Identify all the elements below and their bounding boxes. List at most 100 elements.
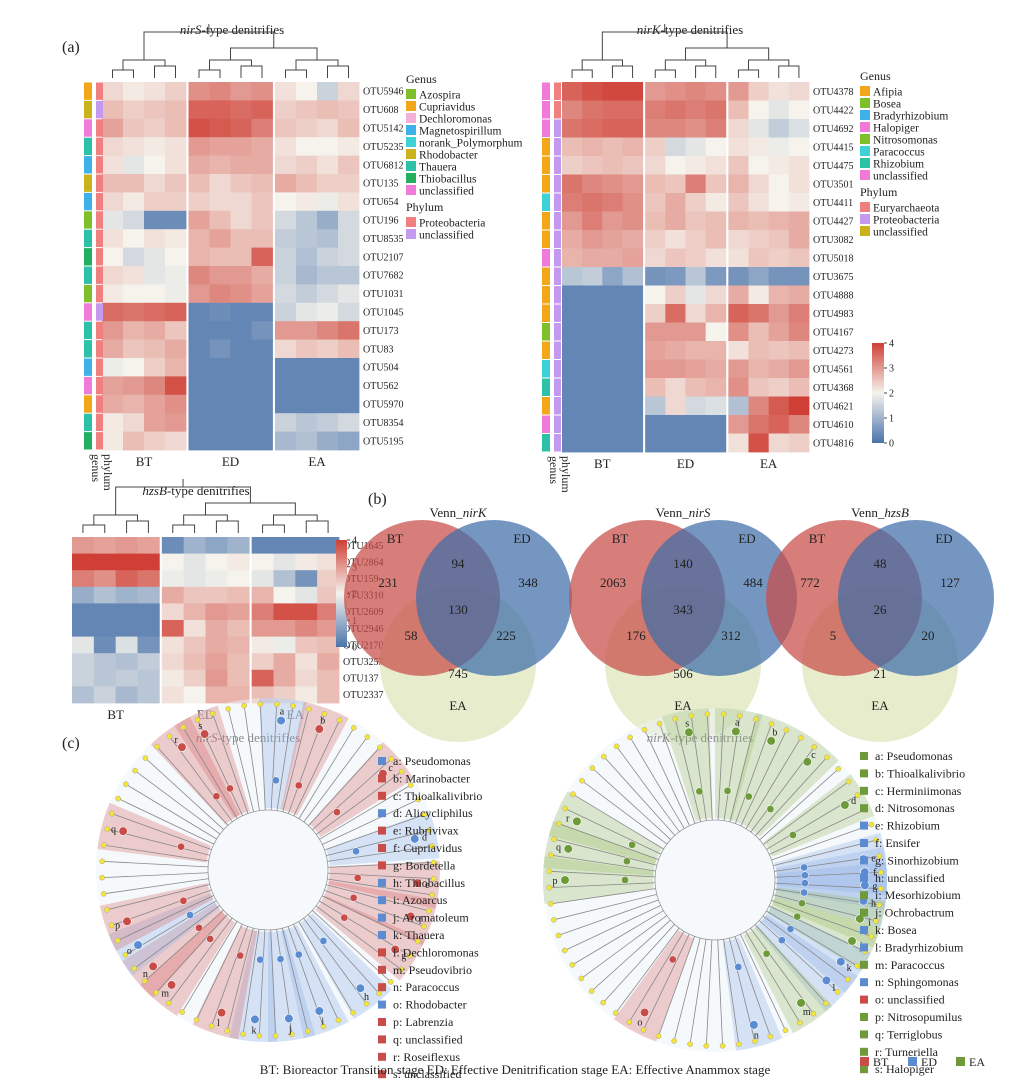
heatmap-cell bbox=[622, 322, 644, 342]
heatmap-cell bbox=[165, 247, 187, 267]
group-legend-swatch bbox=[956, 1057, 965, 1066]
heatmap-cell bbox=[317, 376, 339, 396]
cladogram-node bbox=[719, 1043, 726, 1049]
clade-letter: l bbox=[833, 983, 836, 994]
heatmap-cell bbox=[295, 653, 318, 671]
heatmap-cell bbox=[562, 285, 583, 305]
legend-swatch bbox=[406, 185, 416, 195]
heatmap-cell bbox=[728, 82, 749, 101]
heatmap-cell bbox=[205, 636, 228, 654]
heatmap-cell bbox=[338, 302, 360, 322]
phylum-bar-cell bbox=[96, 284, 103, 303]
cladogram-node bbox=[873, 837, 879, 843]
heatmap-cell bbox=[115, 537, 138, 554]
taxon-label: q: Terriglobus bbox=[875, 1027, 943, 1041]
cladogram-node bbox=[876, 902, 882, 908]
cladogram-node bbox=[294, 950, 303, 959]
heatmap-cell bbox=[645, 267, 666, 286]
heatmap-cell bbox=[602, 193, 623, 212]
cladogram-node bbox=[426, 827, 432, 833]
heatmap-cell bbox=[728, 119, 749, 138]
heatmap-cell bbox=[188, 376, 210, 396]
heatmap-nirS: (a) nirS-type denitrifies OTU5946 OTU608 OTU… bbox=[62, 22, 523, 491]
cladogram-branch bbox=[658, 936, 695, 1037]
heatmap-cell bbox=[582, 415, 603, 434]
cladogram-node bbox=[546, 884, 552, 891]
row-label: OTU3501 bbox=[813, 179, 854, 190]
taxon-swatch bbox=[860, 943, 868, 952]
cladogram-node bbox=[835, 766, 842, 772]
heatmap-cell bbox=[115, 620, 138, 637]
row-label: OTU4816 bbox=[813, 438, 854, 449]
group-legend-label: EA bbox=[969, 1055, 985, 1069]
heatmap-cell bbox=[788, 433, 810, 453]
cladogram-node bbox=[639, 1007, 650, 1018]
phylum-bar-cell bbox=[96, 340, 103, 358]
heatmap-cell bbox=[296, 376, 318, 396]
heatmap-cell bbox=[622, 378, 644, 397]
clade-letter: e bbox=[871, 854, 876, 865]
heatmap-nirK: nirK-type denitrifies OTU4378 OTU4422 OTU46… bbox=[542, 22, 948, 493]
cladogram-branch bbox=[258, 929, 266, 1036]
cladogram-branch bbox=[212, 713, 249, 814]
heatmap-cell bbox=[205, 537, 228, 554]
heatmap-cell bbox=[645, 174, 666, 194]
heatmap-cell bbox=[123, 339, 145, 359]
heatmap-cell bbox=[296, 358, 318, 377]
heatmap-cell bbox=[748, 396, 770, 416]
heatmap-cell bbox=[209, 137, 231, 156]
venn-set-label: EA bbox=[871, 698, 889, 713]
phylum-bar-cell bbox=[96, 432, 103, 450]
cladogram-node bbox=[762, 949, 771, 958]
cladogram-branch bbox=[326, 884, 429, 912]
phylum-bar-cell bbox=[554, 341, 561, 359]
heatmap-cell bbox=[295, 620, 318, 637]
heatmap-cell bbox=[728, 378, 749, 397]
heatmap-cell bbox=[622, 248, 644, 268]
taxon-label: s: unclassified bbox=[393, 1067, 461, 1081]
heatmap-cell bbox=[338, 174, 360, 193]
genus-bar-cell bbox=[84, 266, 92, 284]
heatmap-cell bbox=[562, 248, 583, 268]
cladogram-node bbox=[621, 876, 629, 884]
dendrogram-branch bbox=[273, 514, 318, 525]
phylum-bar-cell bbox=[96, 137, 103, 156]
heatmap-cell bbox=[209, 358, 231, 377]
heatmap-cell bbox=[338, 266, 360, 285]
cladogram-node bbox=[873, 918, 879, 924]
cladogram-node bbox=[398, 966, 404, 973]
legend-swatch bbox=[860, 202, 870, 212]
genus-bar-cell bbox=[542, 360, 550, 378]
dendrogram-branch bbox=[205, 502, 296, 515]
taxon-swatch bbox=[378, 913, 386, 922]
cladogram-node bbox=[868, 821, 875, 828]
heatmap-cell bbox=[645, 82, 666, 101]
heatmap-cell bbox=[788, 211, 810, 231]
row-label: OTU7682 bbox=[363, 271, 404, 282]
heatmap-cell bbox=[748, 433, 770, 453]
heatmap-cell bbox=[93, 586, 117, 604]
cladogram-node bbox=[241, 702, 247, 709]
heatmap-cell bbox=[273, 570, 296, 588]
cladogram-node bbox=[109, 810, 115, 817]
heatmap-cell bbox=[317, 636, 340, 654]
cladogram-node bbox=[429, 892, 435, 898]
cladogram-node bbox=[99, 858, 106, 865]
cladogram-node bbox=[704, 711, 711, 717]
heatmap-cell bbox=[622, 137, 644, 157]
cladogram-node bbox=[314, 1006, 324, 1016]
clade-sector bbox=[229, 930, 278, 1043]
heatmap-cell bbox=[602, 156, 623, 175]
phylum-bar-cell bbox=[554, 323, 561, 341]
heatmap-cell bbox=[161, 603, 185, 621]
heatmap-cell bbox=[102, 321, 124, 340]
cladogram-node bbox=[778, 936, 786, 945]
heatmap-cell bbox=[251, 537, 274, 554]
cladogram-node bbox=[723, 787, 732, 795]
heatmap-cell bbox=[123, 118, 145, 138]
legend-label: unclassified bbox=[873, 171, 928, 183]
clade-letter: c bbox=[811, 750, 816, 761]
venn-set-label: BT bbox=[387, 531, 404, 546]
heatmap-title-suffix: -type denitrifies bbox=[661, 22, 744, 37]
cladogram-node bbox=[641, 726, 648, 733]
